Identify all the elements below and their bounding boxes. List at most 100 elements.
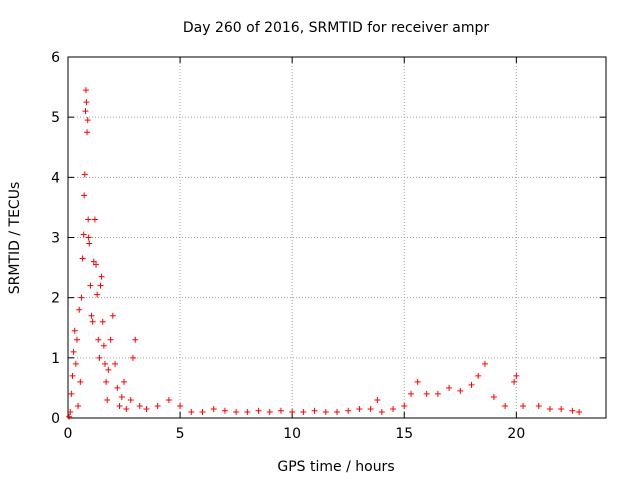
data-point-marker	[84, 117, 91, 124]
data-point-marker	[127, 396, 134, 403]
y-tick-label: 3	[51, 231, 60, 247]
data-point-marker	[221, 407, 228, 414]
data-point-marker	[81, 192, 88, 199]
data-point-marker	[100, 342, 107, 349]
data-point-marker	[118, 393, 125, 400]
data-point-marker	[177, 402, 184, 409]
data-point-marker	[311, 407, 318, 414]
data-point-marker	[83, 99, 90, 106]
data-point-marker	[82, 108, 89, 115]
x-axis-label: GPS time / hours	[277, 459, 394, 475]
y-tick-label: 6	[51, 50, 60, 66]
data-point-marker	[85, 234, 92, 241]
data-point-marker	[255, 407, 262, 414]
y-tick-label: 0	[51, 411, 60, 427]
data-point-marker	[289, 408, 296, 415]
data-point-marker	[188, 408, 195, 415]
data-point-marker	[75, 402, 82, 409]
data-point-marker	[69, 372, 76, 379]
grid-lines	[68, 57, 606, 418]
data-point-marker	[89, 318, 96, 325]
data-point-marker	[244, 408, 251, 415]
data-point-marker	[82, 87, 89, 94]
data-point-marker	[481, 360, 488, 367]
x-tick-label: 0	[64, 426, 73, 442]
x-tick-label: 20	[507, 426, 525, 442]
data-point-marker	[367, 405, 374, 412]
data-point-marker	[475, 372, 482, 379]
data-point-marker	[94, 291, 101, 298]
data-point-marker	[90, 258, 97, 265]
data-point-marker	[233, 408, 240, 415]
axis-ticks: 0 5 10 15 20 0 1 2 3 4 5 6	[51, 50, 606, 442]
data-point-marker	[66, 413, 73, 420]
data-point-marker	[95, 336, 102, 343]
x-tick-label: 10	[283, 426, 301, 442]
data-point-marker	[468, 381, 475, 388]
data-point-marker	[78, 294, 85, 301]
data-point-marker	[457, 387, 464, 394]
data-point-marker	[93, 261, 100, 268]
data-point-marker	[105, 366, 112, 373]
data-point-marker	[76, 306, 83, 313]
y-axis-label: SRMTID / TECUs	[7, 182, 23, 295]
data-point-marker	[88, 312, 95, 319]
data-point-marker	[80, 231, 87, 238]
data-point-marker	[116, 402, 123, 409]
data-point-marker	[558, 405, 565, 412]
data-point-marker	[79, 255, 86, 262]
data-point-marker	[109, 312, 116, 319]
data-point-marker	[86, 240, 93, 247]
data-point-marker	[165, 396, 172, 403]
data-point-marker	[68, 390, 75, 397]
data-point-marker	[407, 390, 414, 397]
data-point-marker	[502, 402, 509, 409]
data-point-marker	[322, 408, 329, 415]
data-point-marker	[121, 378, 128, 385]
data-point-marker	[266, 408, 273, 415]
data-point-marker	[520, 402, 527, 409]
data-markers	[66, 87, 583, 420]
data-point-marker	[374, 396, 381, 403]
data-point-marker	[101, 360, 108, 367]
data-point-marker	[513, 372, 520, 379]
data-point-marker	[576, 408, 583, 415]
data-point-marker	[535, 402, 542, 409]
data-point-marker	[112, 360, 119, 367]
x-tick-label: 5	[176, 426, 185, 442]
y-tick-label: 1	[51, 351, 60, 367]
data-point-marker	[154, 402, 161, 409]
y-tick-label: 4	[51, 170, 60, 186]
data-point-marker	[356, 405, 363, 412]
data-point-marker	[107, 336, 114, 343]
data-point-marker	[345, 407, 352, 414]
data-point-marker	[300, 408, 307, 415]
data-point-marker	[85, 216, 92, 223]
data-point-marker	[72, 360, 79, 367]
data-point-marker	[77, 378, 84, 385]
data-point-marker	[401, 402, 408, 409]
data-point-marker	[423, 390, 430, 397]
data-point-marker	[434, 390, 441, 397]
data-point-marker	[277, 407, 284, 414]
plot-frame	[67, 56, 607, 419]
data-point-marker	[98, 273, 105, 280]
data-point-marker	[546, 405, 553, 412]
data-point-marker	[569, 407, 576, 414]
data-point-marker	[84, 129, 91, 136]
data-point-marker	[99, 318, 106, 325]
chart-title: Day 260 of 2016, SRMTID for receiver amp…	[183, 20, 490, 36]
data-point-marker	[199, 408, 206, 415]
data-point-marker	[104, 396, 111, 403]
y-tick-label: 5	[51, 110, 60, 126]
data-point-marker	[511, 378, 518, 385]
data-point-marker	[114, 384, 121, 391]
data-point-marker	[334, 408, 340, 415]
data-point-marker	[378, 408, 385, 415]
data-point-marker	[490, 393, 497, 400]
data-point-marker	[390, 405, 397, 412]
data-point-marker	[210, 405, 217, 412]
data-point-marker	[87, 282, 94, 289]
data-point-marker	[81, 171, 88, 178]
